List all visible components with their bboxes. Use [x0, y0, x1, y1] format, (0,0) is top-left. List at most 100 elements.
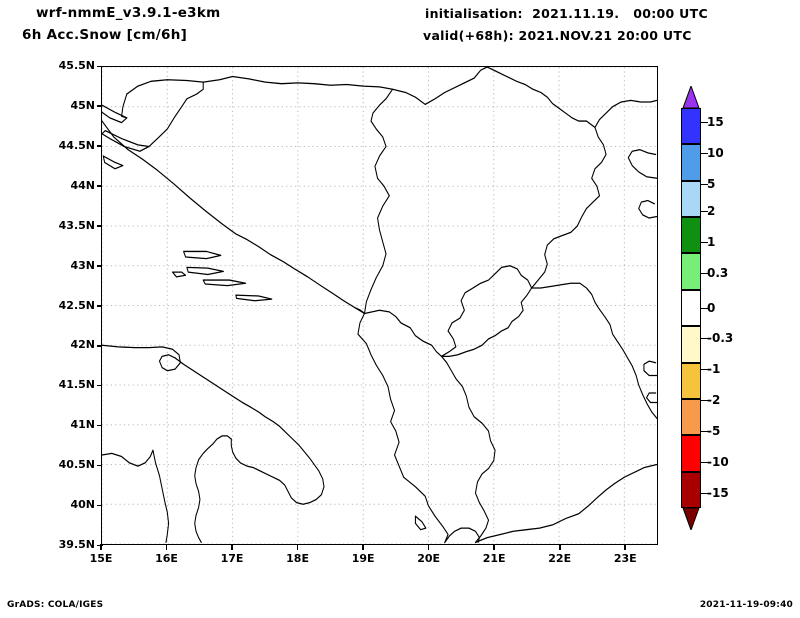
x-tick-label: 15E [81, 544, 121, 565]
island-brac [186, 266, 224, 276]
colorbar-band[interactable] [681, 362, 701, 399]
border-bulgaria [531, 282, 657, 420]
y-tick-mark [97, 105, 103, 107]
colorbar-tick-mark [701, 369, 708, 371]
colorbar-tick-mark [701, 242, 708, 244]
y-tick-label: 42.5N [39, 299, 103, 312]
y-tick-label: 45.5N [39, 59, 103, 72]
island-krk-cres [102, 129, 150, 152]
colorbar-tick-mark [701, 153, 708, 155]
x-tick-mark [362, 544, 364, 550]
colorbar-band[interactable] [681, 180, 701, 218]
x-tick-mark [100, 544, 102, 550]
colorbar-band[interactable] [681, 144, 701, 181]
colorbar-band-below-min[interactable] [681, 507, 701, 532]
border-slovenia-croatia-north [126, 75, 426, 106]
y-tick-label: 40.5N [39, 458, 103, 471]
colorbar-band[interactable] [681, 253, 701, 290]
x-tick-label: 21E [474, 544, 514, 565]
x-tick-mark [427, 544, 430, 550]
island-korcula [235, 294, 273, 302]
colorbar-band[interactable] [681, 398, 701, 436]
x-tick-mark [165, 544, 168, 550]
x-tick-label: 22E [540, 544, 580, 565]
map-plot-area[interactable] [101, 66, 658, 545]
model-title: wrf-nmmE_v3.9.1-e3km [36, 5, 221, 21]
y-tick-label: 44.5N [39, 139, 103, 152]
colorbar-tick-label: 1 [707, 235, 716, 249]
colorbar-tick-mark [701, 400, 708, 402]
y-tick-mark [97, 225, 103, 227]
generation-timestamp: 2021-11-19-09:40 [699, 600, 793, 610]
y-tick-label: 43.5N [39, 219, 103, 232]
border-kosovo [441, 265, 533, 358]
border-macedonia-south [474, 463, 657, 544]
island-vis [171, 271, 187, 278]
border-croatia-inland [121, 93, 128, 119]
colorbar-band[interactable] [681, 471, 701, 508]
colorbar-tick-label: 5 [707, 177, 716, 191]
y-tick-mark [97, 185, 103, 187]
colorbar-tick-mark [701, 211, 708, 213]
y-tick-mark [97, 544, 103, 547]
border-serbia-romania-north [486, 67, 596, 129]
y-tick-mark [97, 504, 103, 507]
border-montenegro [363, 309, 443, 358]
colorbar-tick-mark [701, 493, 708, 495]
coastline-italy-gargano [174, 357, 325, 505]
grads-attribution: GrADS: COLA/IGES [7, 600, 104, 610]
border-serbia-east [531, 99, 657, 289]
x-tick-label: 18E [278, 544, 318, 565]
coastline-italy-west [102, 449, 170, 544]
colorbar-band[interactable] [681, 217, 701, 254]
x-tick-mark [558, 544, 561, 550]
y-tick-label: 41N [39, 418, 103, 431]
y-tick-label: 43N [39, 259, 103, 272]
colorbar-band[interactable] [681, 289, 701, 327]
colorbar-tick-mark [701, 431, 708, 433]
colorbar-tick-label: 15 [707, 115, 724, 129]
colorbar-tick-label: -5 [707, 424, 721, 438]
y-tick-label: 39.5N [39, 538, 103, 551]
coastline-albania [357, 312, 449, 544]
colorbar-band-above-max[interactable] [681, 84, 701, 109]
y-tick-label: 41.5N [39, 378, 103, 391]
gridlines [102, 67, 657, 544]
coastline-istria [102, 104, 128, 124]
island-corfu [414, 515, 427, 531]
x-tick-label: 23E [605, 544, 645, 565]
colorbar-tick-label: -0.3 [707, 331, 734, 345]
border-romania-hooks-3 [643, 360, 657, 377]
island-pag [183, 250, 222, 260]
initialisation-time: initialisation: 2021.11.19. 00:00 UTC [425, 6, 708, 21]
colorbar-tick-label: -2 [707, 393, 721, 407]
y-tick-mark [97, 305, 103, 307]
colorbar-legend[interactable]: 15 10 5 2 1 0.3 0 -0.3 -1 -2 -5 -10 -15 [681, 84, 733, 532]
y-tick-mark [97, 424, 103, 427]
y-tick-mark [97, 384, 103, 387]
colorbar-band[interactable] [681, 435, 701, 472]
island-hvar [202, 279, 247, 287]
y-tick-mark [97, 145, 103, 147]
x-tick-mark [624, 544, 627, 550]
x-tick-mark [493, 544, 495, 550]
colorbar-band[interactable] [681, 108, 701, 145]
colorbar-tick-mark [701, 184, 708, 186]
x-tick-mark [231, 544, 233, 550]
border-albania-east [441, 355, 496, 544]
y-tick-label: 40N [39, 498, 103, 511]
colorbar-tick-mark [701, 308, 708, 310]
colorbar-tick-mark [701, 338, 708, 340]
field-title: 6h Acc.Snow [cm/6h] [22, 27, 188, 43]
x-tick-label: 17E [212, 544, 252, 565]
colorbar-band[interactable] [681, 326, 701, 363]
y-tick-mark [97, 65, 103, 68]
border-serbia-hungary [424, 67, 488, 106]
border-romania-hooks [627, 149, 657, 179]
x-tick-label: 19E [343, 544, 383, 565]
colorbar-tick-mark [701, 273, 708, 275]
coastline-dalmatia [102, 120, 366, 315]
border-romania-hooks-2 [638, 199, 657, 219]
y-tick-label: 44N [39, 179, 103, 192]
colorbar-tick-mark [701, 462, 708, 464]
